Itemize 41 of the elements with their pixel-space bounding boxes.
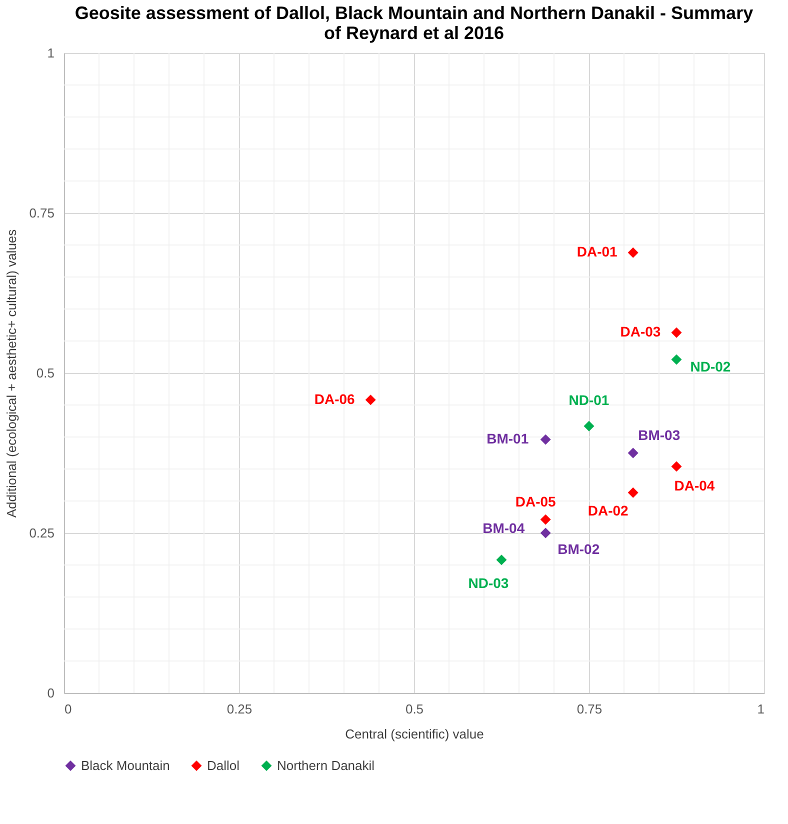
y-tick-label: 1 bbox=[47, 46, 54, 60]
y-tick-label: 0.25 bbox=[29, 526, 54, 540]
point bbox=[671, 327, 682, 338]
point bbox=[671, 354, 682, 365]
x-axis-title: Central (scientific) value bbox=[345, 726, 484, 742]
point bbox=[540, 514, 551, 525]
x-tick-label: 0.75 bbox=[576, 702, 602, 716]
annotation: DA-06 bbox=[314, 390, 356, 407]
annotation: BM-01 bbox=[486, 430, 529, 447]
x-tick-label: 0.25 bbox=[226, 702, 252, 716]
annotation: DA-05 bbox=[515, 494, 556, 510]
annotation: BM-04 bbox=[482, 520, 525, 536]
x-tick-label: 0 bbox=[64, 702, 72, 716]
x-tick-label: 0.5 bbox=[405, 702, 424, 716]
point bbox=[540, 528, 551, 538]
legend-label: Black Mountain bbox=[81, 758, 170, 773]
annotation: ND-01 bbox=[568, 392, 610, 408]
legend-label: Northern Danakil bbox=[277, 758, 375, 773]
x-tick-label: 1 bbox=[757, 702, 764, 716]
annotation: DA-04 bbox=[674, 477, 715, 494]
point bbox=[628, 247, 638, 258]
point bbox=[584, 420, 594, 432]
annotation: DA-03 bbox=[620, 324, 661, 340]
point bbox=[496, 554, 507, 566]
point bbox=[671, 461, 682, 472]
chart-title: Geosite assessment of Dallol, Black Mountain and Northern Danakil - Summary of Reynard et al 2016 bbox=[74, 3, 754, 43]
annotation: DA-01 bbox=[576, 244, 618, 260]
annotation: ND-02 bbox=[690, 358, 731, 375]
point bbox=[628, 448, 638, 458]
point bbox=[365, 394, 376, 406]
legend-label: Dallol bbox=[207, 758, 240, 773]
point bbox=[628, 487, 638, 498]
annotation: DA-02 bbox=[588, 502, 629, 519]
annotation: BM-02 bbox=[558, 541, 600, 557]
point bbox=[540, 434, 551, 445]
y-tick-label: 0 bbox=[47, 686, 54, 700]
annotation: ND-03 bbox=[468, 574, 509, 591]
y-tick-label: 0.75 bbox=[29, 206, 54, 220]
y-tick-label: 0.5 bbox=[36, 366, 54, 380]
y-axis-title: Additional (ecological + aesthetic+ cultural) values bbox=[4, 228, 20, 518]
annotation: BM-03 bbox=[638, 427, 680, 443]
